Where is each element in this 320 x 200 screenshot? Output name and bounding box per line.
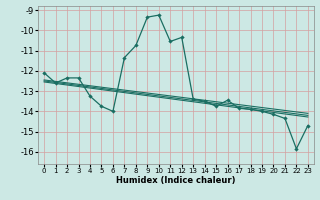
X-axis label: Humidex (Indice chaleur): Humidex (Indice chaleur)	[116, 176, 236, 185]
